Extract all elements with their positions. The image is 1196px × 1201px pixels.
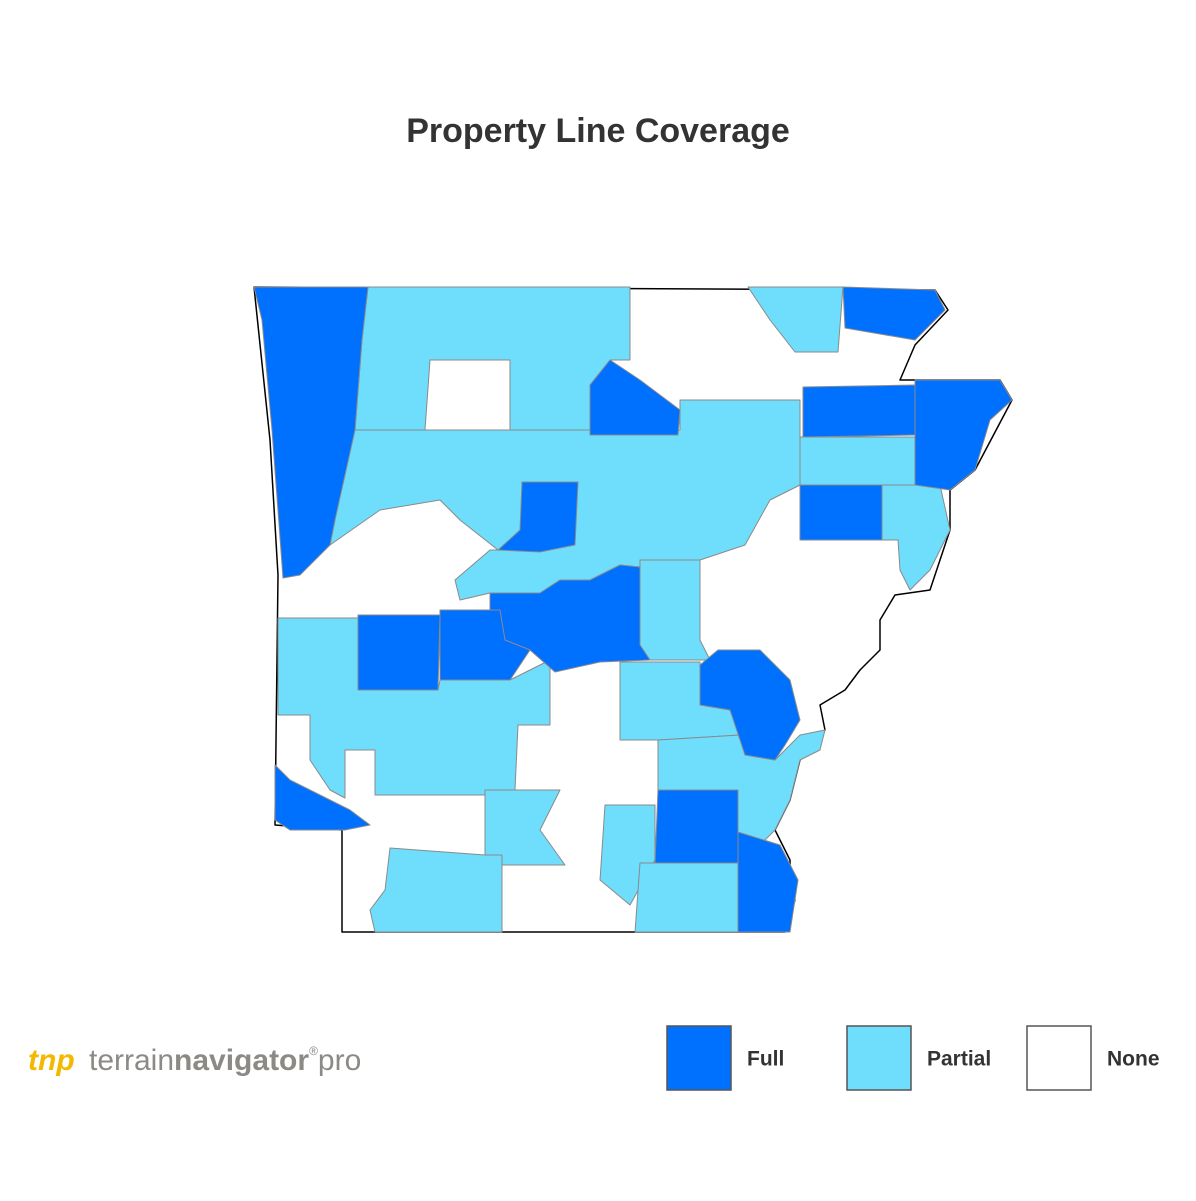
- logo-word: navigator: [174, 1044, 309, 1077]
- county: [654, 789, 739, 864]
- county: [589, 359, 681, 436]
- logo-mark: tnp: [28, 1044, 75, 1077]
- legend-label: None: [1107, 1048, 1160, 1071]
- state-map: [253, 286, 1013, 933]
- county: [369, 847, 503, 933]
- legend-label: Full: [747, 1048, 784, 1071]
- county: [274, 764, 371, 831]
- logo-word: pro: [318, 1044, 361, 1077]
- county: [357, 614, 441, 691]
- legend-swatch: [1026, 1025, 1092, 1091]
- logo: tnp terrainnavigator®pro: [28, 1044, 361, 1077]
- county: [802, 384, 916, 438]
- logo-reg: ®: [309, 1044, 318, 1058]
- county: [842, 286, 946, 341]
- logo-text: tnp terrainnavigator®pro: [28, 1044, 361, 1077]
- legend-label: Partial: [927, 1048, 991, 1071]
- county: [253, 286, 369, 579]
- legend-swatch: [846, 1025, 912, 1091]
- county: [737, 831, 799, 933]
- county: [747, 286, 844, 353]
- county: [881, 484, 951, 591]
- county: [914, 379, 1013, 491]
- legend-swatch: [666, 1025, 732, 1091]
- logo-word: terrain: [89, 1044, 174, 1077]
- title: Property Line Coverage: [406, 112, 790, 150]
- county: [639, 559, 711, 661]
- legend: Full Partial None: [666, 1025, 1160, 1091]
- county: [799, 436, 916, 486]
- county: [799, 484, 883, 541]
- county: [634, 862, 739, 933]
- county: [497, 481, 579, 553]
- county: [484, 789, 566, 866]
- county: [699, 649, 801, 761]
- county: [439, 609, 531, 681]
